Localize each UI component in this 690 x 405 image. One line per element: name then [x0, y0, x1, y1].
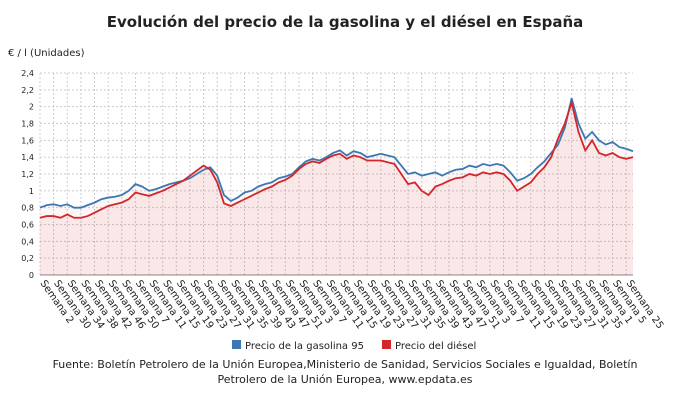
y-tick-label: 0	[29, 271, 34, 280]
line-series	[39, 99, 634, 219]
y-tick-label: 2,4	[21, 69, 34, 78]
y-tick-label: 1,8	[21, 120, 34, 129]
area	[40, 98, 633, 275]
y-tick-label: 1	[29, 187, 34, 196]
area	[40, 102, 633, 275]
y-axis-label: € / l (Unidades)	[8, 48, 85, 59]
source: Fuente: Boletín Petrolero de la Unión Eu…	[52, 358, 638, 386]
y-tick-label: 2	[29, 103, 34, 112]
y-tick-label: 0,4	[21, 237, 34, 246]
legend-label: Precio de la gasolina 95	[245, 341, 364, 352]
y-tick-label: 1,6	[21, 136, 34, 145]
y-tick-label: 0,6	[21, 221, 34, 230]
y-tick-label: 1,2	[21, 170, 34, 179]
legend-label: Precio del diésel	[395, 340, 476, 352]
source-box: Fuente: Boletín Petrolero de la Unión Eu…	[52, 358, 638, 386]
y-tick-label: 1,4	[21, 153, 34, 162]
y-tick-label: 2,2	[21, 86, 34, 95]
line-series	[39, 98, 634, 209]
legend-swatch	[232, 340, 241, 349]
y-tick-label: 0,8	[21, 204, 34, 213]
chart-title: Evolución del precio de la gasolina y el…	[107, 13, 584, 31]
y-tick-label: 0,2	[21, 254, 34, 263]
legend-swatch	[381, 340, 391, 349]
